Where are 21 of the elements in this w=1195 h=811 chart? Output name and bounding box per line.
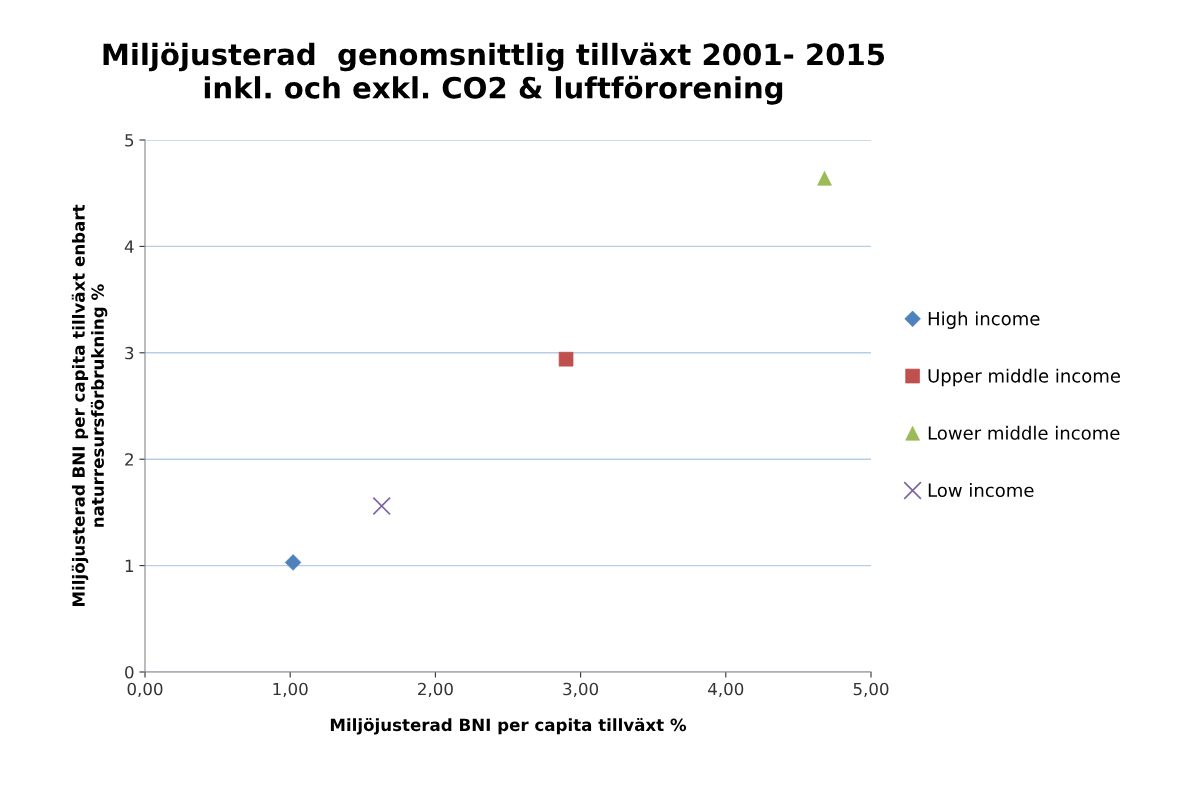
y-tick-label: 5	[125, 134, 134, 147]
x-tick-label: 0,00	[127, 682, 163, 698]
x-tick-label: 4,00	[708, 682, 744, 698]
point	[558, 351, 574, 367]
y-tick-label: 1	[125, 559, 134, 572]
y-tick-label: 2	[125, 453, 133, 466]
x-tick-label: 5,00	[853, 682, 889, 698]
legend-label: High income	[928, 311, 1040, 329]
y-tick-label: 4	[124, 240, 134, 253]
legend-label: Upper middle income	[928, 368, 1121, 387]
x-axis-title: Miljöjusterad BNI per capita tillväxt %	[330, 717, 687, 735]
y-axis-title: Miljöjusterad BNI per capita tillväxt enbart naturresursförbrukning %	[71, 204, 108, 607]
chart-title: Miljöjusterad genomsnittlig tillväxt 2001- 2015 inkl. och exkl. CO2 & luftförorening	[103, 42, 885, 105]
y-tick-label: 0	[125, 665, 134, 679]
x-tick-label: 3,00	[563, 682, 599, 698]
legend-label: Low income	[928, 483, 1034, 498]
point	[372, 496, 391, 516]
x-tick-label: 2,00	[418, 682, 453, 698]
legend-label: Lower middle income	[928, 425, 1120, 440]
x-tick-label: 1,00	[273, 682, 308, 698]
y-tick-label: 3	[125, 346, 134, 360]
